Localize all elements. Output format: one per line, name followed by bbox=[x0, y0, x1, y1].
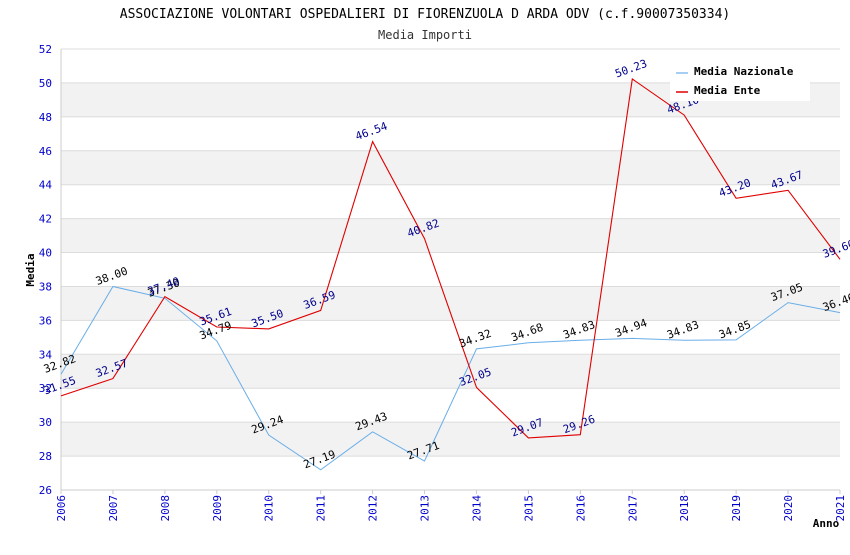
x-tick-label-2010: 2010 bbox=[263, 495, 276, 522]
data-label-media-nazionale-2019: 34.85 bbox=[717, 318, 753, 342]
x-tick-label-2009: 2009 bbox=[211, 495, 224, 522]
data-label-media-nazionale-2016: 34.83 bbox=[561, 318, 597, 342]
x-tick-label-2018: 2018 bbox=[678, 495, 691, 522]
grid-band bbox=[61, 354, 840, 389]
series-line-media-ente bbox=[60, 78, 841, 439]
grid-band bbox=[61, 150, 840, 185]
chart-subtitle: Media Importi bbox=[378, 28, 472, 42]
x-axis-label: Anno bbox=[813, 517, 840, 530]
x-tick-label-2021: 2021 bbox=[834, 495, 847, 522]
y-tick-label-42: 42 bbox=[39, 213, 52, 226]
y-tick-label-26: 26 bbox=[39, 484, 52, 497]
data-label-media-nazionale-2007: 38.00 bbox=[94, 264, 130, 288]
y-tick-label-28: 28 bbox=[39, 450, 52, 463]
y-tick-label-38: 38 bbox=[39, 280, 52, 293]
data-label-media-ente-2006: 31.55 bbox=[42, 374, 78, 398]
x-tick-label-2006: 2006 bbox=[55, 495, 68, 522]
y-tick-label-46: 46 bbox=[39, 145, 52, 158]
y-tick-label-44: 44 bbox=[39, 179, 53, 192]
data-label-media-ente-2017: 50.23 bbox=[613, 57, 649, 81]
y-tick-label-34: 34 bbox=[39, 348, 53, 361]
y-tick-label-40: 40 bbox=[39, 247, 52, 260]
x-tick-label-2007: 2007 bbox=[107, 495, 120, 522]
grid-bands bbox=[61, 82, 840, 457]
data-labels: 32.8238.0037.3034.7929.2427.1929.4327.71… bbox=[42, 57, 850, 471]
legend-box bbox=[670, 60, 810, 101]
gridlines bbox=[61, 48, 840, 491]
x-tick-label-2012: 2012 bbox=[367, 495, 380, 522]
legend-label-media-ente: Media Ente bbox=[694, 84, 761, 97]
series-line-media-nazionale bbox=[60, 285, 841, 471]
data-label-media-nazionale-2014: 34.32 bbox=[458, 327, 494, 351]
x-tick-label-2015: 2015 bbox=[522, 495, 535, 522]
legend: Media Nazionale Media Ente bbox=[670, 60, 810, 101]
series-lines bbox=[60, 78, 841, 471]
data-label-media-nazionale-2018: 34.83 bbox=[665, 318, 701, 342]
x-tick-label-2017: 2017 bbox=[626, 495, 639, 522]
y-tick-label-36: 36 bbox=[39, 314, 52, 327]
y-ticks: 26 28 30 32 34 36 38 40 42 44 46 48 50 52 bbox=[39, 43, 53, 497]
grid-band bbox=[61, 218, 840, 253]
grid-band bbox=[61, 286, 840, 321]
y-tick-label-32: 32 bbox=[39, 382, 52, 395]
x-tick-label-2011: 2011 bbox=[315, 495, 328, 522]
x-tick-label-2014: 2014 bbox=[470, 495, 483, 522]
y-tick-label-52: 52 bbox=[39, 43, 52, 56]
data-label-media-ente-2012: 46.54 bbox=[354, 119, 390, 143]
x-tick-label-2008: 2008 bbox=[159, 495, 172, 522]
grid-band bbox=[61, 422, 840, 457]
x-tick-label-2013: 2013 bbox=[419, 495, 432, 522]
data-label-media-nazionale-2015: 34.68 bbox=[509, 321, 545, 345]
chart-title: ASSOCIAZIONE VOLONTARI OSPEDALIERI DI FI… bbox=[120, 7, 730, 22]
legend-label-media-nazionale: Media Nazionale bbox=[694, 65, 794, 78]
x-tick-label-2019: 2019 bbox=[730, 495, 743, 522]
y-tick-label-50: 50 bbox=[39, 77, 52, 90]
axes bbox=[60, 49, 840, 491]
y-tick-label-48: 48 bbox=[39, 111, 52, 124]
y-tick-label-30: 30 bbox=[39, 416, 52, 429]
x-ticks: 2006 2007 2008 2009 2010 2011 2012 2013 2014 2015… bbox=[55, 490, 847, 522]
x-tick-label-2020: 2020 bbox=[782, 495, 795, 522]
x-tick-label-2016: 2016 bbox=[574, 495, 587, 522]
y-axis-label: Media bbox=[24, 253, 37, 286]
